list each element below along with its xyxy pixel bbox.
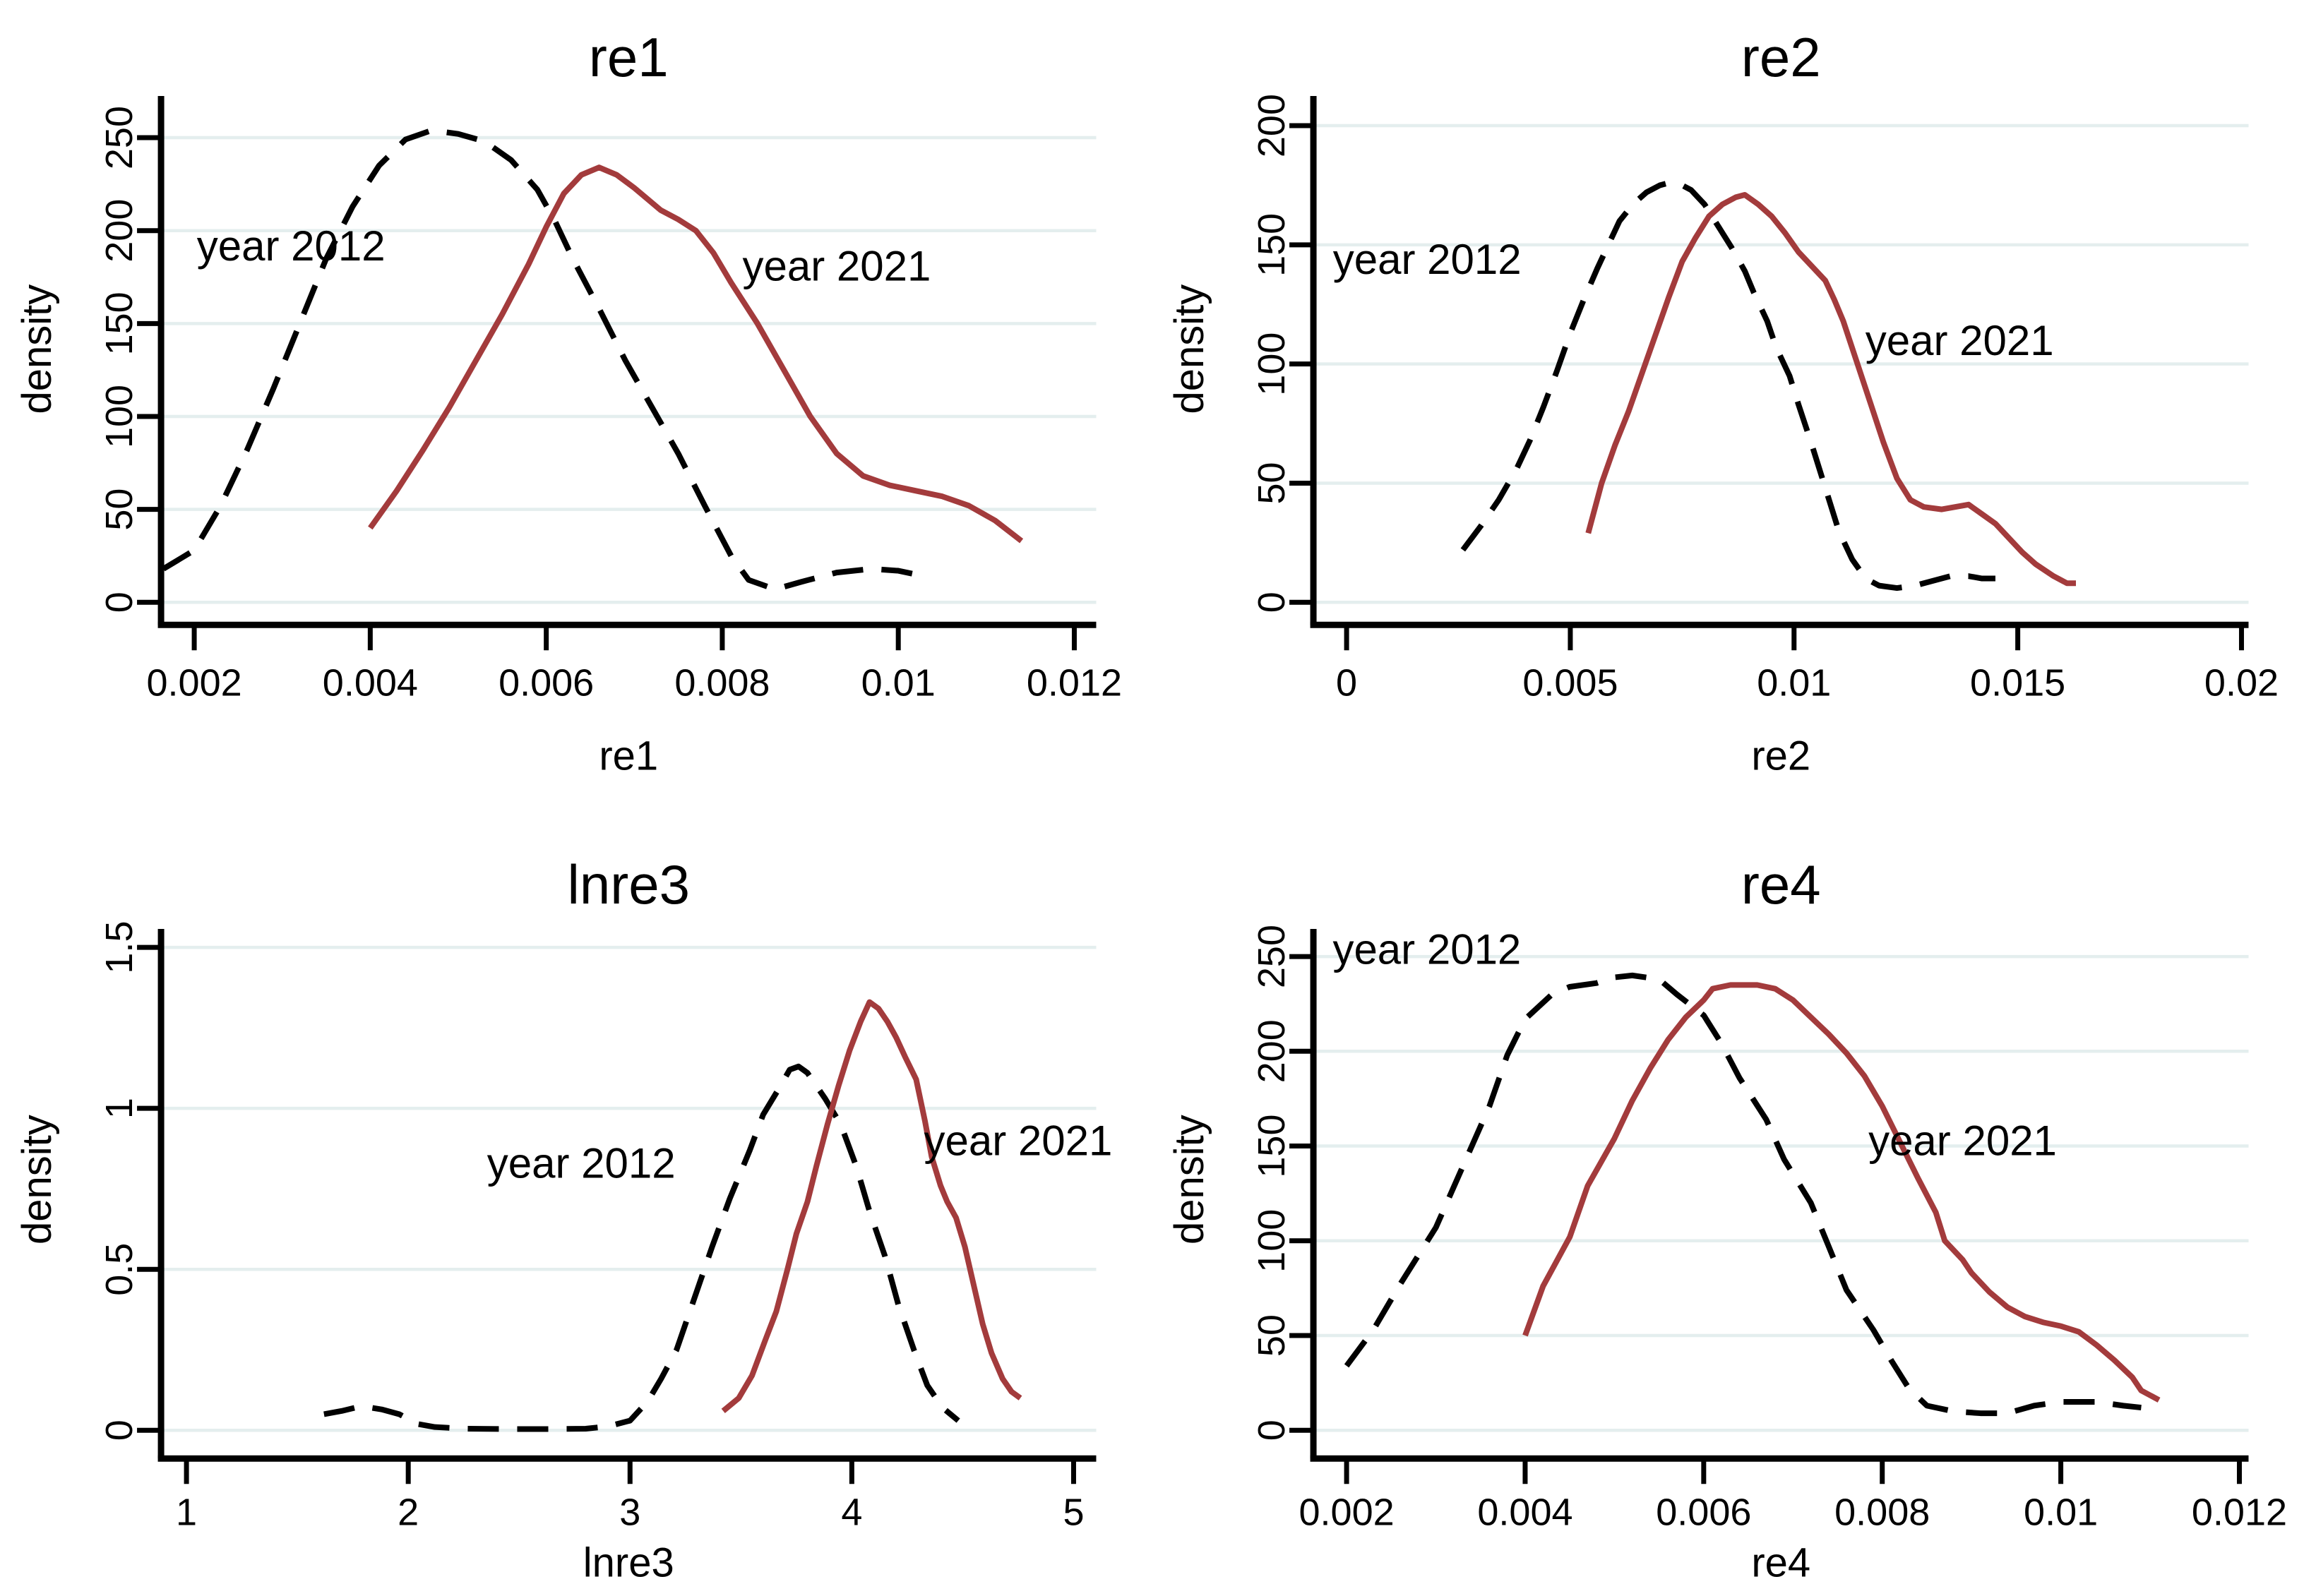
panel-title: re4 xyxy=(1741,853,1820,916)
y-tick-label: 50 xyxy=(1250,462,1292,504)
x-axis-label: re1 xyxy=(599,733,658,779)
y-tick-label: 100 xyxy=(1250,1209,1292,1273)
x-tick-label: 1 xyxy=(176,1492,197,1534)
kde-panel-bottom-right: 0.002 0.004 0.006 0.008 0.01 0.012 0 50 100 150 20… xyxy=(1152,798,2304,1595)
panel-title: lnre3 xyxy=(568,853,690,916)
density-curve-year-2012 xyxy=(1347,976,2141,1413)
density-chart: 0 0.005 0.01 0.015 0.02 0 50 100 150 200 re2 re2 den… xyxy=(1152,0,2304,798)
curve-label-year-2021: year 2021 xyxy=(1865,317,2053,364)
curve-label-year-2012: year 2012 xyxy=(487,1140,676,1187)
y-tick-label: 200 xyxy=(98,199,141,263)
kde-panel-top-left: 0.002 0.004 0.006 0.008 0.01 0.012 0 50 100 150 20… xyxy=(0,0,1152,798)
y-tick-label: 0.5 xyxy=(98,1243,141,1296)
y-tick-label: 0 xyxy=(98,1420,141,1441)
y-tick-label: 200 xyxy=(1250,94,1292,157)
x-tick-label: 0.002 xyxy=(1299,1492,1394,1534)
x-axis-label: re4 xyxy=(1751,1540,1810,1586)
y-tick-label: 250 xyxy=(98,106,141,169)
curve-label-year-2012: year 2012 xyxy=(1332,236,1521,283)
x-tick-label: 0.01 xyxy=(1757,661,1831,704)
y-tick-label: 200 xyxy=(1250,1020,1292,1084)
density-curve-year-2012 xyxy=(324,1067,958,1429)
y-tick-label: 50 xyxy=(1250,1314,1292,1357)
x-tick-label: 0 xyxy=(1336,661,1357,704)
y-tick-label: 150 xyxy=(98,292,141,355)
x-tick-label: 5 xyxy=(1063,1492,1084,1534)
panel-title: re1 xyxy=(589,26,669,88)
y-axis-label: density xyxy=(1166,284,1212,414)
y-tick-label: 0 xyxy=(1250,592,1292,613)
y-axis-label: density xyxy=(14,1115,60,1245)
x-tick-label: 2 xyxy=(398,1492,419,1534)
y-tick-label: 150 xyxy=(1250,213,1292,277)
kde-panel-bottom-left: 1 2 3 4 5 0 0.5 1 1.5 lnre3 lnre3 density year 2012 y… xyxy=(0,798,1152,1595)
curve-label-year-2021: year 2021 xyxy=(743,243,931,290)
panel-title: re2 xyxy=(1741,26,1820,88)
x-tick-label: 0.01 xyxy=(861,661,936,704)
density-curve-year-2021 xyxy=(723,1002,1020,1411)
y-tick-label: 1.5 xyxy=(98,921,141,974)
curve-label-year-2021: year 2021 xyxy=(924,1117,1113,1165)
density-chart: 1 2 3 4 5 0 0.5 1 1.5 lnre3 lnre3 density year 2012 y… xyxy=(0,798,1152,1595)
y-tick-label: 150 xyxy=(1250,1115,1292,1178)
x-tick-label: 0.008 xyxy=(1834,1492,1930,1534)
y-axis-label: density xyxy=(1166,1115,1212,1245)
x-tick-label: 0.005 xyxy=(1522,661,1618,704)
y-tick-label: 0 xyxy=(1250,1420,1292,1441)
y-tick-label: 100 xyxy=(1250,332,1292,396)
y-tick-label: 1 xyxy=(98,1098,141,1119)
y-axis-label: density xyxy=(14,284,60,414)
x-tick-label: 0.002 xyxy=(147,661,242,704)
x-tick-label: 0.004 xyxy=(1477,1492,1572,1534)
curve-label-year-2021: year 2021 xyxy=(1868,1117,2057,1165)
kde-panel-top-right: 0 0.005 0.01 0.015 0.02 0 50 100 150 200 re2 re2 den… xyxy=(1152,0,2304,798)
x-tick-label: 0.02 xyxy=(2204,661,2278,704)
x-axis-label: re2 xyxy=(1751,733,1810,779)
x-tick-label: 0.015 xyxy=(1970,661,2065,704)
x-tick-label: 4 xyxy=(841,1492,862,1534)
x-axis-label: lnre3 xyxy=(583,1540,674,1586)
y-tick-label: 100 xyxy=(98,385,141,448)
x-tick-label: 0.004 xyxy=(323,661,418,704)
y-tick-label: 250 xyxy=(1250,925,1292,988)
density-curve-year-2021 xyxy=(1524,985,2159,1400)
x-tick-label: 3 xyxy=(619,1492,640,1534)
x-tick-label: 0.012 xyxy=(2191,1492,2286,1534)
y-tick-label: 0 xyxy=(98,592,141,613)
curve-label-year-2012: year 2012 xyxy=(197,222,386,270)
x-tick-label: 0.012 xyxy=(1027,661,1122,704)
density-curve-year-2012 xyxy=(163,131,924,589)
x-tick-label: 0.006 xyxy=(1656,1492,1751,1534)
x-tick-label: 0.008 xyxy=(674,661,770,704)
y-tick-label: 50 xyxy=(98,488,141,531)
density-chart: 0.002 0.004 0.006 0.008 0.01 0.012 0 50 100 150 20… xyxy=(0,0,1152,798)
curve-label-year-2012: year 2012 xyxy=(1332,926,1521,973)
density-curve-year-2021 xyxy=(1588,195,2076,583)
x-tick-label: 0.006 xyxy=(499,661,594,704)
density-chart: 0.002 0.004 0.006 0.008 0.01 0.012 0 50 100 150 20… xyxy=(1152,798,2304,1595)
x-tick-label: 0.01 xyxy=(2024,1492,2098,1534)
